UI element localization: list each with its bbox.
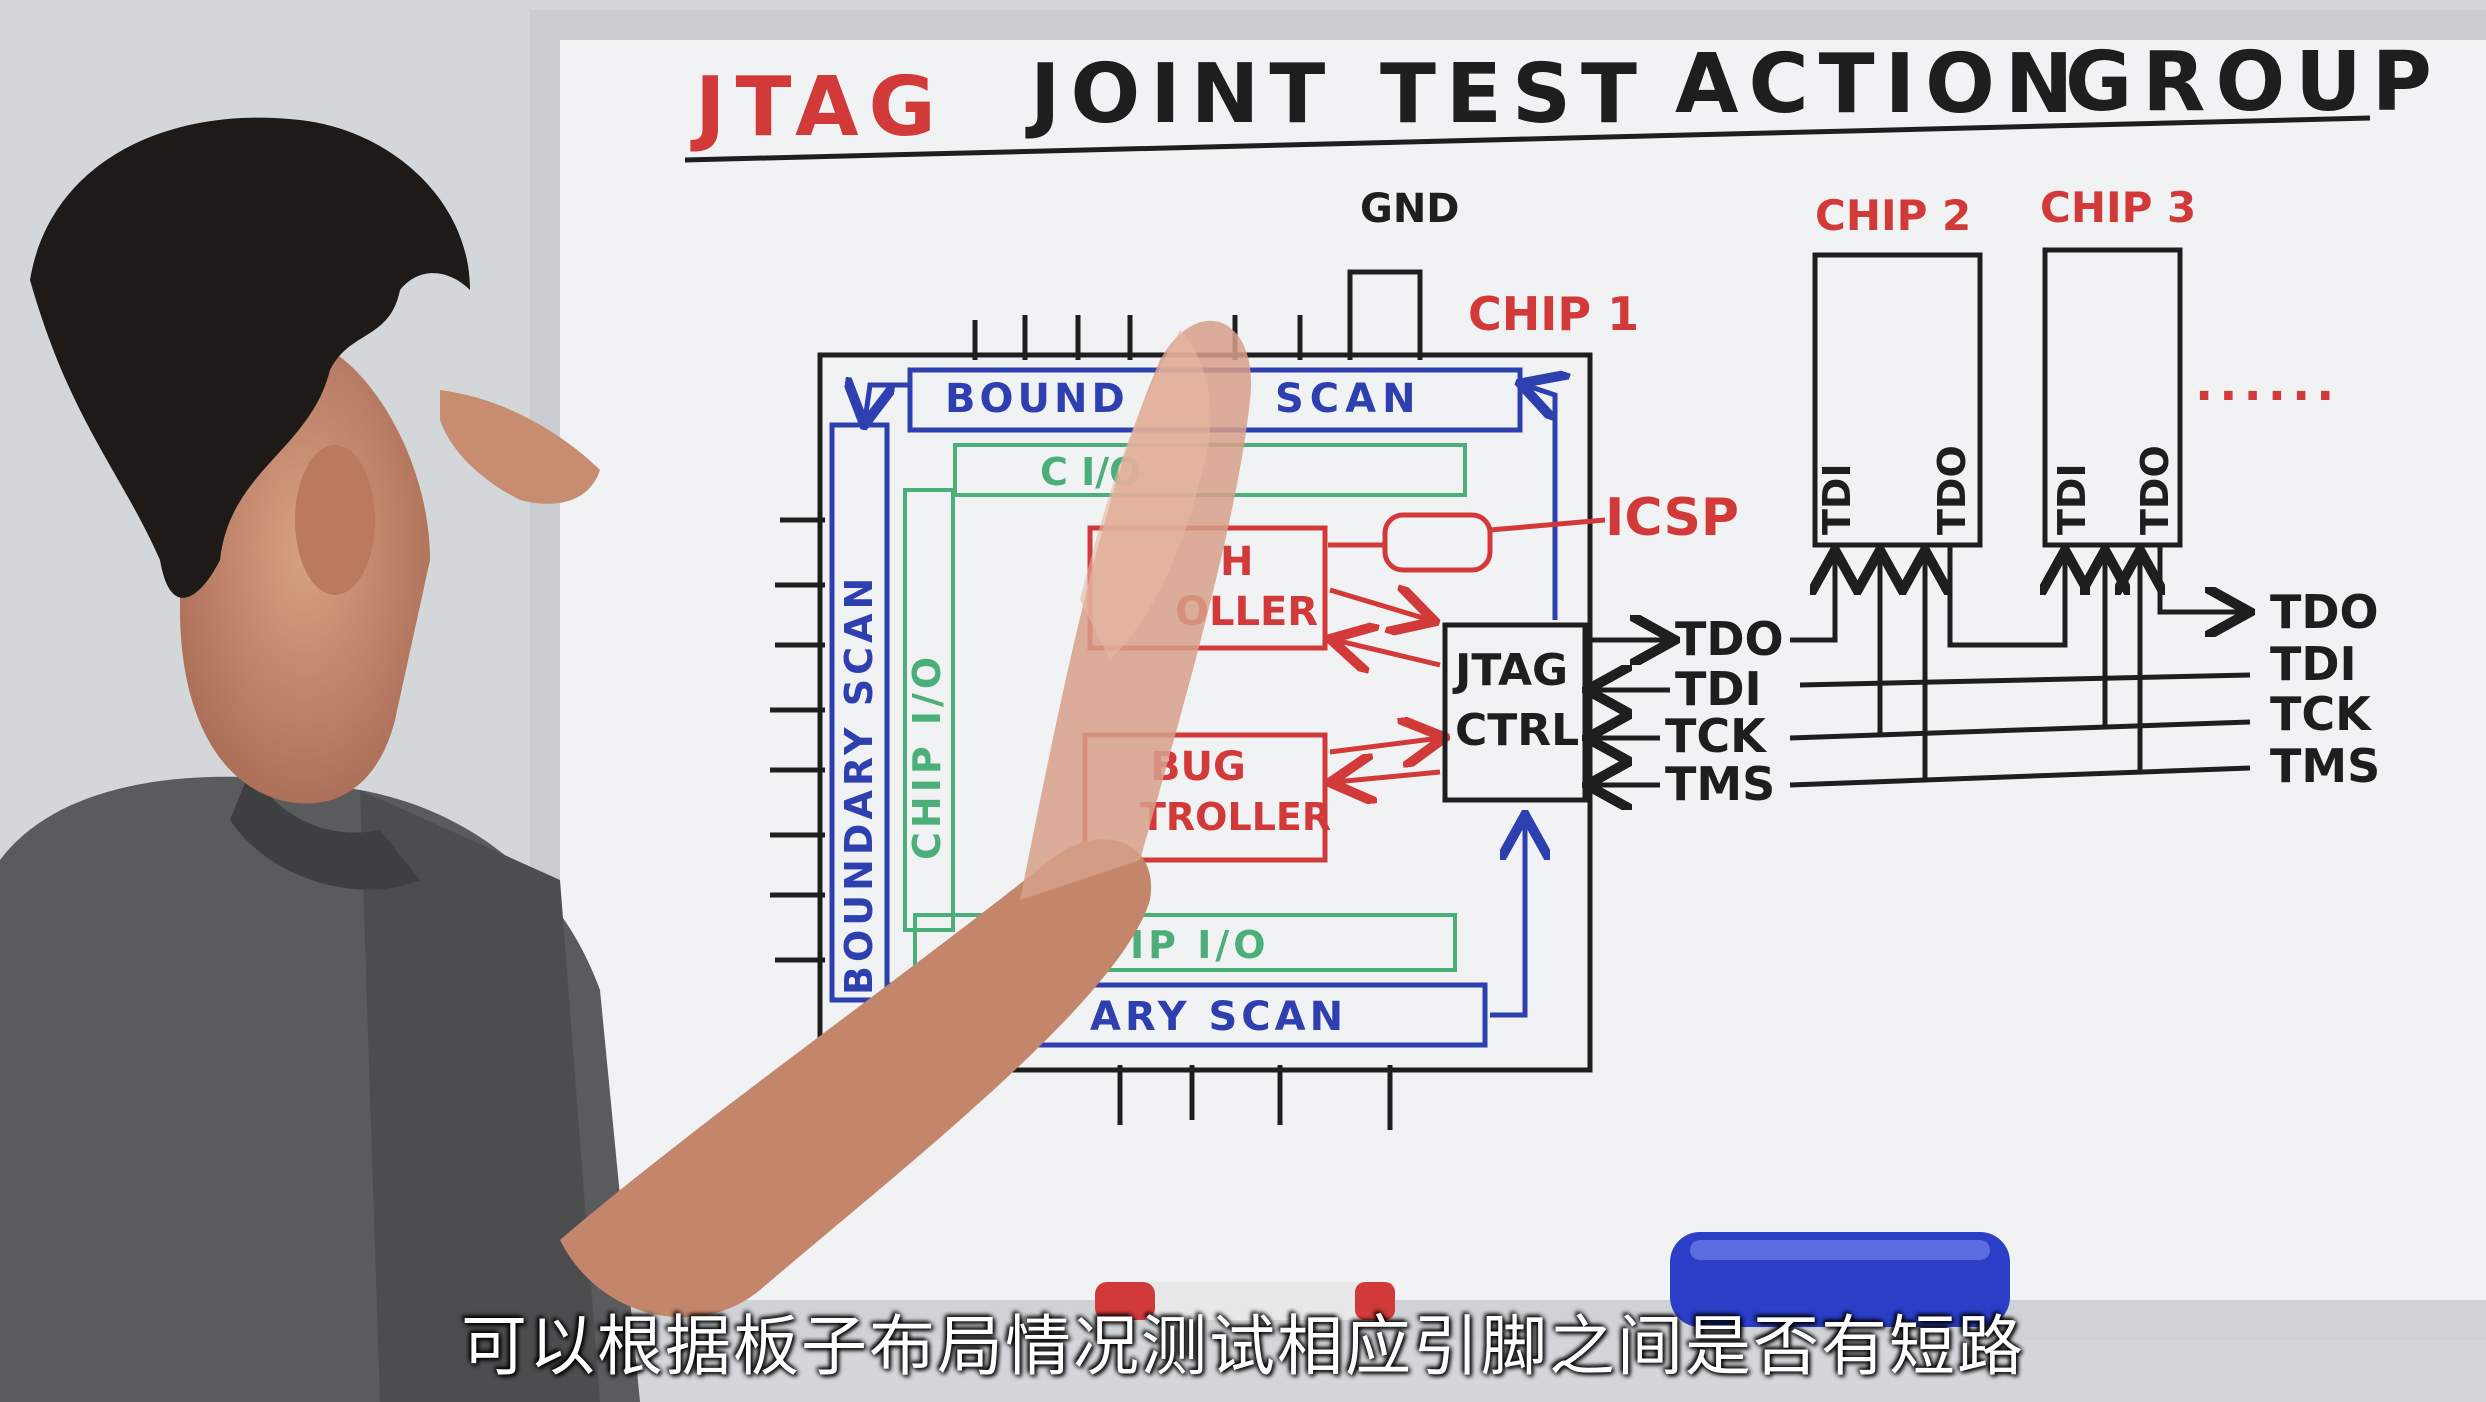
chip1-left-pins	[770, 517, 825, 963]
title-action: ACTION	[1675, 37, 2083, 132]
chip1-tdo-label: TDO	[1675, 612, 1784, 666]
arrow-debug-to-jtag	[1329, 738, 1440, 752]
chip1-label: CHIP 1	[1468, 287, 1639, 341]
title-jtag: JTAG	[690, 60, 946, 155]
chip-io-bottom-text: IP I/O	[1130, 923, 1270, 967]
red-marker	[1095, 1282, 1395, 1320]
chip1-signal-wires	[1590, 640, 1670, 785]
chip3-tdo-pin: TDO	[2133, 445, 2177, 535]
blue-eraser	[1670, 1232, 2010, 1327]
chip2-label: CHIP 2	[1815, 191, 1971, 240]
flash-controller-line1: H	[1220, 539, 1253, 585]
jtag-controller-line1: JTAG	[1452, 645, 1568, 696]
board-title: JTAG JOINT TEST ACTION GROUP	[690, 35, 2442, 155]
boundary-scan-left-text: BOUNDARY SCAN	[837, 574, 881, 995]
marker-tray	[560, 1300, 2486, 1340]
chip2-tdo-pin: TDO	[1930, 445, 1974, 535]
gnd-wire	[1347, 269, 1423, 360]
presenter	[0, 117, 1252, 1402]
icsp-wire-out	[1489, 517, 1606, 533]
chip3-tdi-pin: TDI	[2050, 463, 2094, 535]
boundary-scan-bottom-text: ARY SCAN	[1090, 994, 1347, 1040]
arrow-flash-to-jtag	[1329, 590, 1430, 620]
chip1-tms-label: TMS	[1665, 757, 1775, 811]
title-group: GROUP	[2065, 35, 2442, 130]
scan-arrow-top-left	[865, 385, 910, 420]
debug-controller-line2: TROLLER	[1140, 795, 1331, 839]
scan-return-right	[1490, 820, 1525, 1018]
arrow-jtag-to-debug	[1335, 772, 1441, 782]
chip-io-left-text: CHIP I/O	[905, 653, 949, 860]
chip-io-left	[903, 488, 955, 932]
gnd-label: GND	[1360, 186, 1460, 232]
title-test: TEST	[1380, 47, 1647, 142]
boundary-scan-top-right-text: SCAN	[1275, 376, 1422, 422]
subtitle-caption: 可以根据板子布局情况测试相应引脚之间是否有短路	[461, 1308, 2025, 1385]
jtag-controller-line2: CTRL	[1455, 705, 1579, 756]
chip1-bottom-pins	[1117, 1065, 1393, 1130]
chip1-tdi-label: TDI	[1675, 662, 1762, 716]
title-joint: JOINT	[1025, 47, 1335, 142]
chip1-tck-label: TCK	[1665, 709, 1768, 763]
scan-top-right-line	[1525, 385, 1555, 620]
right-tdi-label: TDI	[2270, 637, 2357, 691]
icsp-label: ICSP	[1605, 488, 1739, 548]
boundary-scan-top-text: BOUND	[945, 376, 1129, 422]
chip2-tdi-pin: TDI	[1815, 463, 1859, 535]
title-underline	[684, 115, 2371, 163]
right-tms-label: TMS	[2270, 739, 2380, 793]
chip3-label: CHIP 3	[2040, 183, 2196, 232]
right-tck-label: TCK	[2270, 687, 2373, 741]
jtag-bus-wiring	[1789, 545, 2250, 788]
chip-io-bottom	[913, 913, 1457, 972]
arrow-jtag-to-flash	[1335, 640, 1441, 665]
right-tdo-label: TDO	[2270, 585, 2379, 639]
chip-ellipsis: ......	[2195, 356, 2340, 412]
